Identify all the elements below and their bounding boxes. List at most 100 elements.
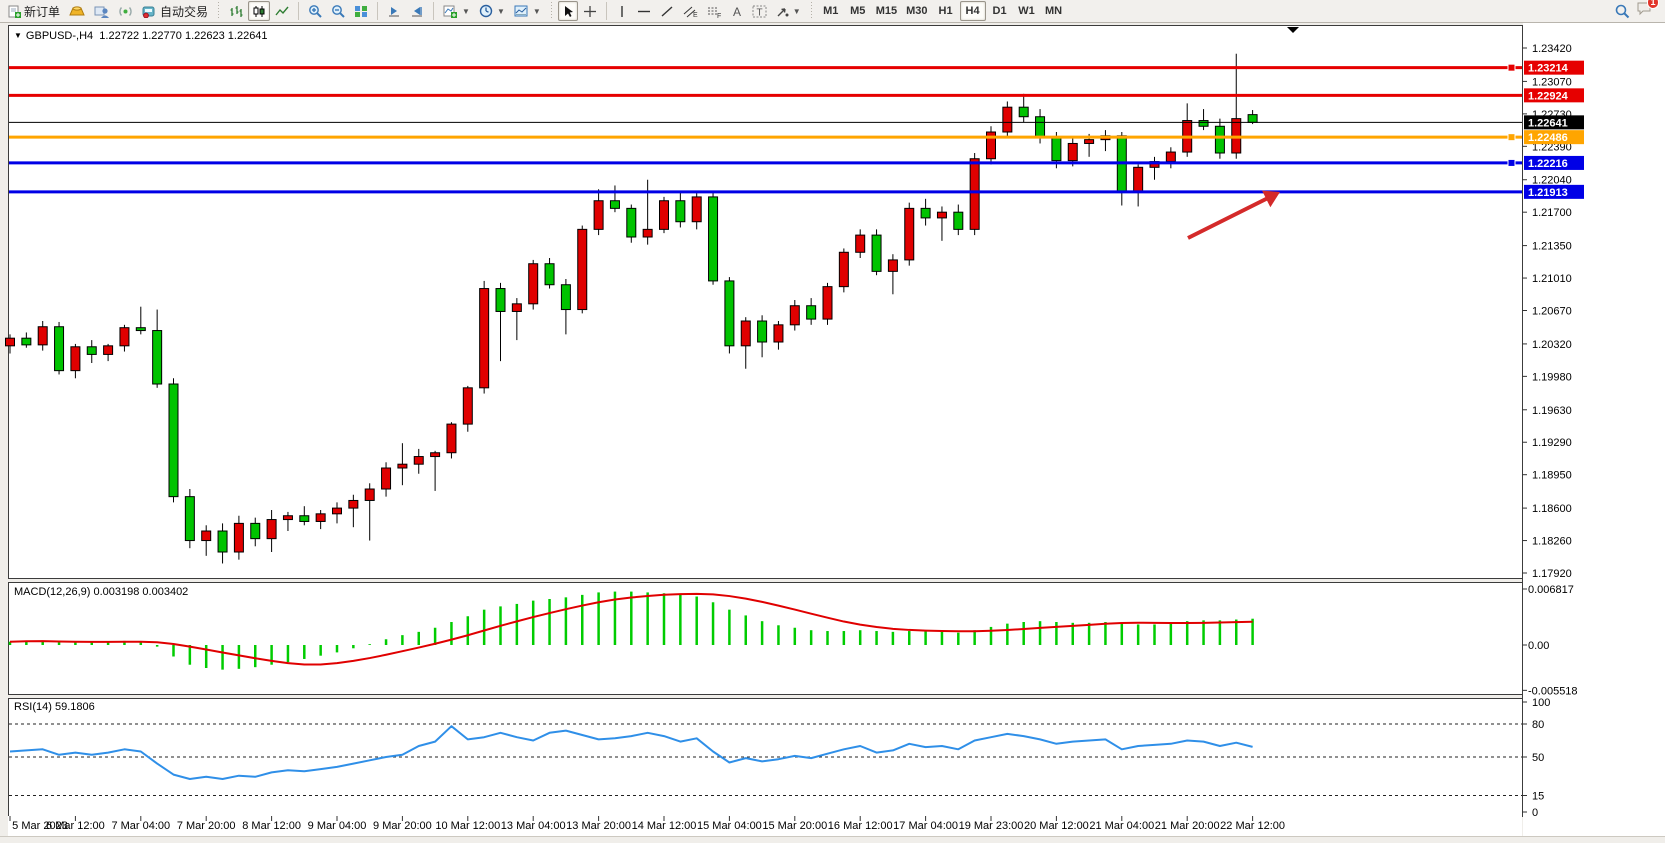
macd-tick-label: 0.00 [1528, 640, 1549, 652]
equidistant-channel-button[interactable]: E [679, 1, 702, 21]
candle [364, 488, 375, 501]
timeframe-h4-button[interactable]: H4 [959, 1, 986, 21]
price-tag-label: 1.21913 [1528, 187, 1568, 199]
price-tick-label: 1.19630 [1532, 405, 1572, 417]
candle [560, 284, 571, 311]
horizontal-line-button[interactable] [633, 1, 655, 21]
candle [430, 452, 441, 458]
dropdown-caret: ▼ [462, 6, 470, 16]
date-label: 22 Mar 12:00 [1220, 820, 1285, 832]
price-tag [1524, 130, 1584, 145]
periods-button[interactable]: ▼ [475, 1, 509, 21]
timeframe-d1-button[interactable]: D1 [992, 5, 1007, 17]
gold-button[interactable] [65, 1, 89, 21]
price-tag [1524, 88, 1584, 103]
indicators-icon [443, 5, 458, 18]
zoom-out-button[interactable] [327, 1, 349, 21]
date-label: 7 Mar 04:00 [111, 820, 170, 832]
community-button[interactable] [90, 1, 113, 21]
bar-chart-icon [229, 5, 243, 18]
tile-windows-button[interactable] [350, 1, 372, 21]
ohlc-low: 1.22623 [184, 30, 225, 42]
timeframe-h1-button[interactable]: H1 [938, 5, 953, 17]
autotrading-label: 自动交易 [160, 4, 209, 19]
vertical-line-button[interactable] [612, 1, 632, 21]
date-label: 6 Mar 12:00 [46, 820, 105, 832]
candle [1165, 151, 1176, 163]
line-drag-handle[interactable] [1507, 133, 1516, 142]
date-label: 8 Mar 12:00 [242, 820, 301, 832]
zoom-in-button[interactable] [304, 1, 326, 21]
notifications-button[interactable]: 1 [1636, 0, 1659, 21]
fibonacci-button[interactable]: F [703, 1, 726, 21]
candle [789, 305, 800, 326]
date-label: 9 Mar 04:00 [308, 820, 367, 832]
line-chart-icon [275, 5, 289, 18]
signals-button[interactable] [114, 1, 137, 21]
candle [659, 200, 669, 230]
cursor-button[interactable] [557, 1, 578, 21]
arrows-button[interactable]: ▼ [772, 1, 805, 21]
line-chart-button[interactable] [271, 1, 293, 21]
templates-button[interactable]: ▼ [510, 1, 545, 21]
price-tag [1524, 60, 1584, 75]
autotrading-button[interactable]: 自动交易 [138, 1, 212, 21]
arrow-annotation[interactable] [1187, 196, 1269, 240]
candle [1018, 106, 1029, 118]
timeframe-m1-button[interactable]: M1 [823, 5, 839, 17]
timeframe-w1-button[interactable]: W1 [1018, 5, 1035, 17]
macd-panel [8, 582, 1523, 695]
macd-tick-label: -0.005518 [1528, 685, 1578, 697]
price-tag-label: 1.22216 [1528, 158, 1568, 170]
candlestick-chart-button[interactable] [248, 1, 271, 21]
svg-text:F: F [717, 13, 721, 18]
date-label: 21 Mar 04:00 [1089, 820, 1154, 832]
candle [1051, 137, 1062, 162]
line-drag-handle[interactable] [1507, 158, 1516, 167]
chart-shift-icon [410, 5, 424, 18]
price-tag-label: 1.23214 [1528, 63, 1569, 75]
ohlc-close: 1.22641 [227, 30, 268, 42]
timeframe-m30-button[interactable]: M30 [906, 5, 928, 17]
candle [217, 530, 228, 553]
candle [806, 305, 817, 320]
price-tag-label: 1.22641 [1528, 117, 1568, 129]
notification-badge: 1 [1647, 0, 1659, 9]
timeframe-mn-button[interactable]: MN [1044, 5, 1063, 17]
candle [969, 158, 980, 230]
chart-shift-button[interactable] [406, 1, 428, 21]
candle [887, 259, 898, 272]
collapse-triangle-icon[interactable]: ▼ [14, 31, 22, 40]
candle [691, 196, 702, 223]
timeframe-m15-button[interactable]: M15 [875, 5, 898, 17]
candle [37, 326, 48, 346]
date-label: 16 Mar 12:00 [828, 820, 893, 832]
price-tick-label: 1.17920 [1532, 568, 1572, 580]
date-axis-area[interactable] [8, 816, 1522, 836]
text-label-button[interactable]: T [748, 1, 771, 21]
arrow-annotation-head[interactable] [1262, 190, 1280, 208]
price-tick-label: 1.18260 [1532, 536, 1572, 548]
crosshair-button[interactable] [579, 1, 601, 21]
candle [1214, 125, 1225, 154]
timeframe-group: M1 M5 M15 M30 H1 H4 D1 W1 MN [818, 1, 1067, 21]
candle [479, 288, 490, 389]
candle [1035, 116, 1046, 139]
text-button[interactable]: A [727, 1, 747, 21]
new-order-button[interactable]: 新订单 [4, 1, 64, 21]
trendline-button[interactable] [656, 1, 678, 21]
price-tick-label: 1.21010 [1532, 273, 1572, 285]
dropdown-caret: ▼ [532, 6, 541, 16]
indicators-button[interactable]: ▼ [439, 1, 474, 21]
trendline-icon [660, 5, 674, 18]
candle [119, 327, 130, 347]
auto-scroll-button[interactable] [383, 1, 405, 21]
price-tick-label: 1.23070 [1532, 76, 1572, 88]
timeframe-m5-button[interactable]: M5 [850, 5, 866, 17]
chart-shift-marker[interactable] [1287, 27, 1299, 33]
line-drag-handle[interactable] [1507, 63, 1516, 72]
dropdown-caret: ▼ [496, 6, 505, 16]
price-tick-label: 1.20320 [1532, 339, 1572, 351]
search-icon[interactable] [1614, 3, 1630, 19]
bar-chart-button[interactable] [225, 1, 247, 21]
